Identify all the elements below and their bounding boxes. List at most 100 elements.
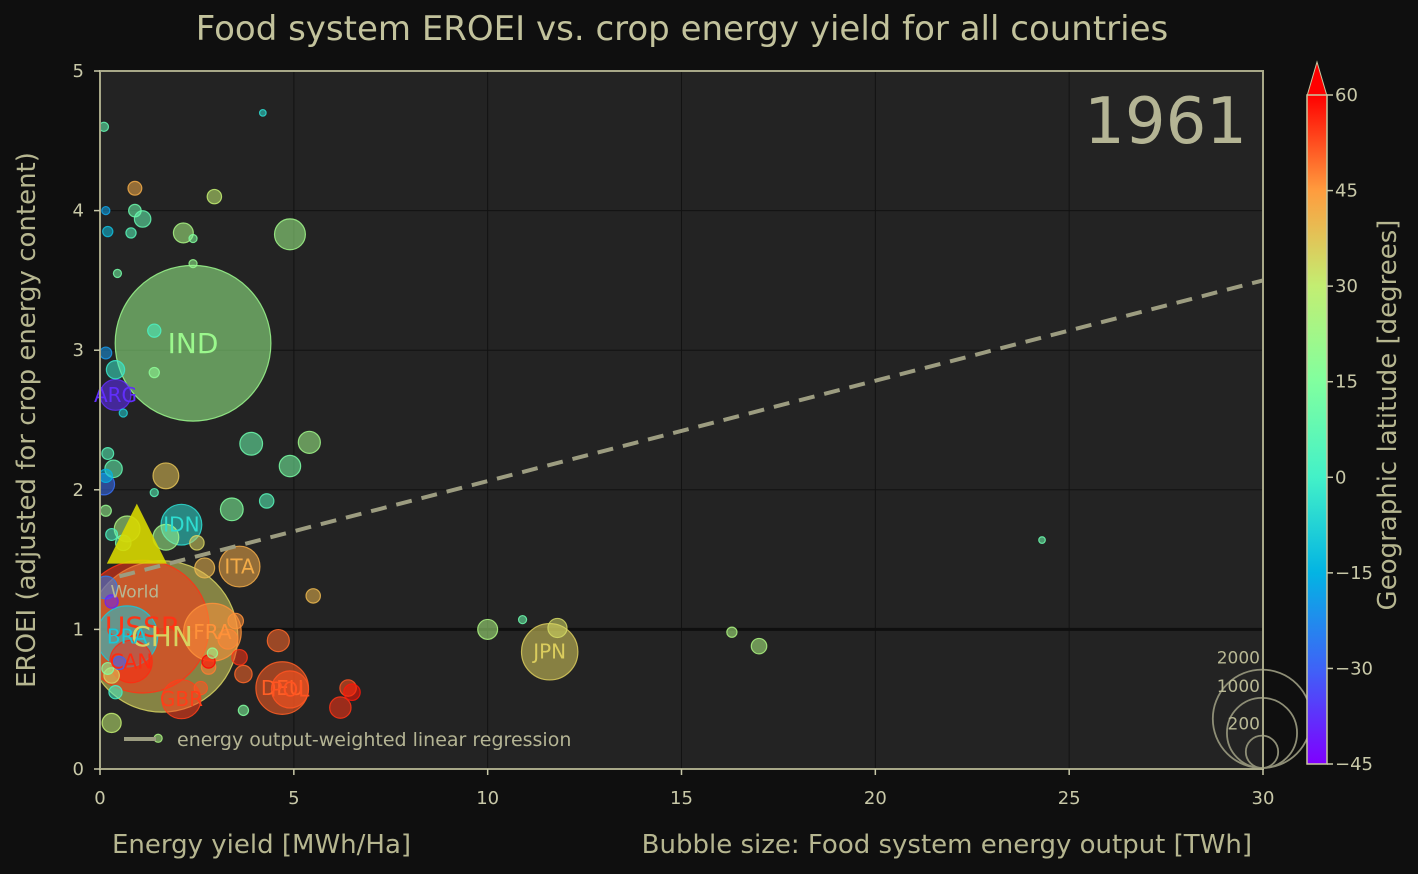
bubble [128,203,142,218]
y-tick-label: 5 [73,61,84,82]
world-label: World [110,583,159,603]
colorbar-tick-label: −45 [1335,754,1373,775]
country-label-bra: BRA [107,624,148,648]
colorbar-tick-label: 60 [1335,85,1358,106]
bubble [217,628,239,650]
country-label-gbr: GBR [160,687,203,711]
chart-title: Food system EROEI vs. crop energy yield … [196,9,1169,49]
bubble [104,594,119,609]
x-tick-label: 15 [670,788,693,809]
colorbar-label: Geographic latitude [degrees] [1373,220,1403,611]
colorbar-tick-label: 15 [1335,372,1358,393]
colorbar-extend-arrow [1306,60,1328,97]
bubble [189,535,205,551]
bubble-can [109,639,153,684]
x-axis-ticks: 0 5 10 15 20 25 30 [94,769,1274,809]
bubble [152,462,180,490]
y-tick-label: 0 [73,759,84,780]
colorbar-tick-label: 30 [1335,276,1358,297]
y-tick-label: 1 [73,619,84,640]
bubble-group [100,108,1046,743]
bubble [297,430,321,454]
bubble [127,180,143,196]
bubble [125,227,137,239]
bubble [193,680,208,696]
year-label: 1961 [1084,85,1247,159]
bubble [101,712,122,734]
bubble-pol [270,670,310,709]
bubble [112,655,127,671]
bubble [108,685,123,700]
bubble [477,618,499,640]
size-legend-label-200: 200 [1228,715,1260,735]
bubble [188,233,198,244]
bubble [147,323,162,338]
y-axis-ticks: 0 1 2 3 4 5 [73,61,100,780]
bubble [343,683,361,702]
bubble [100,468,114,484]
country-label-pol: POL [270,677,310,701]
bubble-size-label: Bubble size: Food system energy output [… [642,830,1252,860]
bubble-gbr [161,679,202,720]
bubble [102,225,114,238]
colorbar-tick-label: 45 [1335,181,1358,202]
bubble [547,617,568,639]
bubble [105,527,119,541]
country-label-arg: ARG [94,383,137,407]
bubble [234,664,253,684]
x-tick-label: 5 [288,788,299,809]
bubble [239,431,264,456]
x-tick-label: 10 [476,788,499,809]
bubble [726,626,738,638]
x-tick-label: 20 [864,788,887,809]
bubble [305,588,322,604]
bubble [148,366,160,379]
country-label-idn: IDN [163,513,199,537]
bubble [100,121,110,133]
bubble [219,497,244,522]
colorbar-tick-label: −15 [1335,563,1373,584]
size-legend-label-2000: 2000 [1217,649,1260,669]
colorbar-tick-label: −30 [1335,658,1373,679]
world-marker [106,503,167,564]
bubble [112,268,123,279]
country-label-ita: ITA [224,555,255,579]
bubble [101,661,115,675]
bubble [266,628,290,653]
bubble [273,218,306,251]
size-legend-label-1000: 1000 [1217,677,1260,697]
bubble [329,696,352,719]
bubble [206,647,219,659]
bubble [1038,536,1046,544]
regression-legend-label: energy output-weighted linear regression [177,729,571,751]
y-axis-label: EROEI (adjusted for crop energy content) [12,152,42,688]
x-tick-label: 25 [1058,788,1081,809]
x-tick-label: 30 [1252,788,1275,809]
bubble [237,704,250,717]
country-label-deu: DEU [261,676,304,700]
bubble [100,504,112,517]
x-tick-label: 0 [94,788,105,809]
bubble [227,612,245,630]
country-label-ind: IND [168,327,219,360]
bubble [278,454,302,478]
colorbar-ticks: 60 45 30 15 0 −15 −30 −45 [1327,85,1373,775]
colorbar [1306,94,1328,765]
x-axis-label: Energy yield [MWh/Ha] [112,830,411,860]
bubble [172,222,194,244]
y-tick-label: 4 [73,201,84,222]
bubble [149,487,159,498]
regression-line [118,278,1263,579]
y-tick-label: 2 [73,480,84,501]
bubble [750,637,768,655]
country-label-chn: CHN [131,620,193,653]
bubble [101,446,115,461]
bubble [118,408,128,418]
bubble [101,205,111,216]
bubble [194,557,216,579]
colorbar-tick-label: 0 [1335,467,1346,488]
bubble [105,360,126,380]
bubble [188,259,198,269]
